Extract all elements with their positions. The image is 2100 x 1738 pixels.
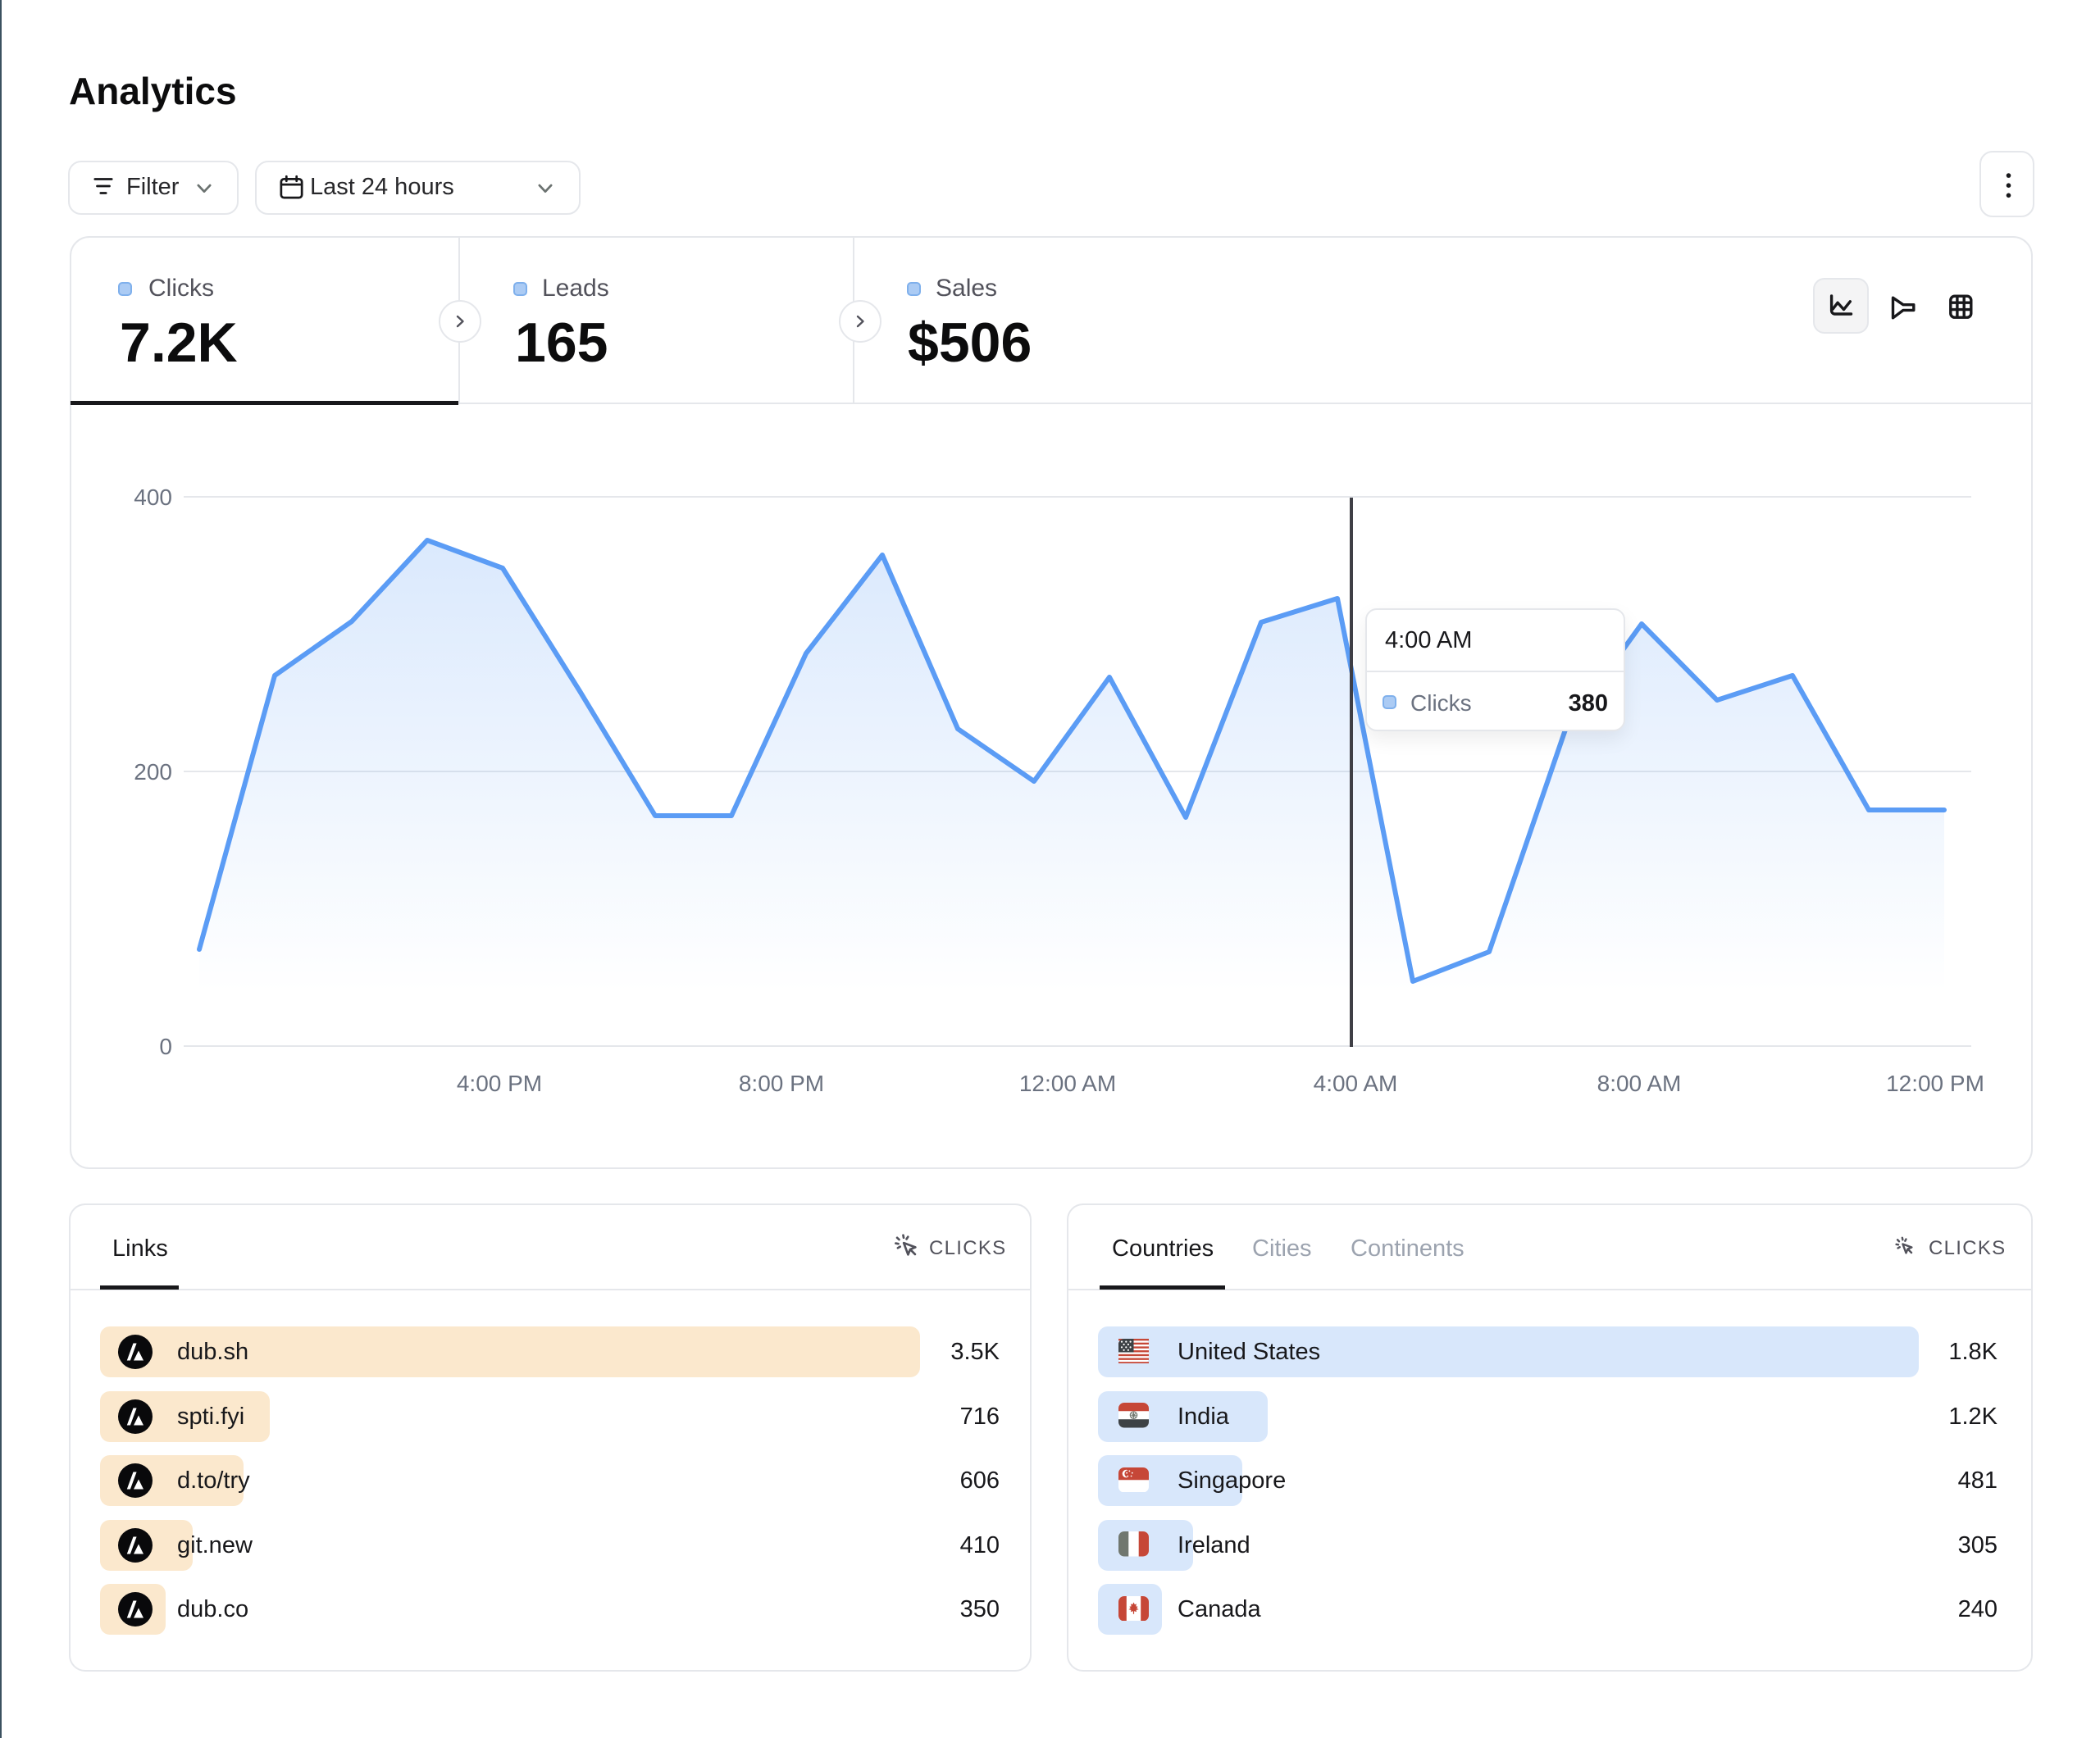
svg-text:8:00 PM: 8:00 PM bbox=[739, 1071, 824, 1096]
svg-text:8:00 AM: 8:00 AM bbox=[1597, 1071, 1682, 1096]
svg-text:0: 0 bbox=[159, 1034, 172, 1059]
svg-text:12:00 AM: 12:00 AM bbox=[1019, 1071, 1116, 1096]
svg-text:200: 200 bbox=[134, 759, 172, 785]
svg-text:12:00 PM: 12:00 PM bbox=[1886, 1071, 1984, 1096]
svg-text:4:00 PM: 4:00 PM bbox=[457, 1071, 542, 1096]
svg-text:400: 400 bbox=[134, 485, 172, 510]
svg-text:4:00 AM: 4:00 AM bbox=[1314, 1071, 1398, 1096]
